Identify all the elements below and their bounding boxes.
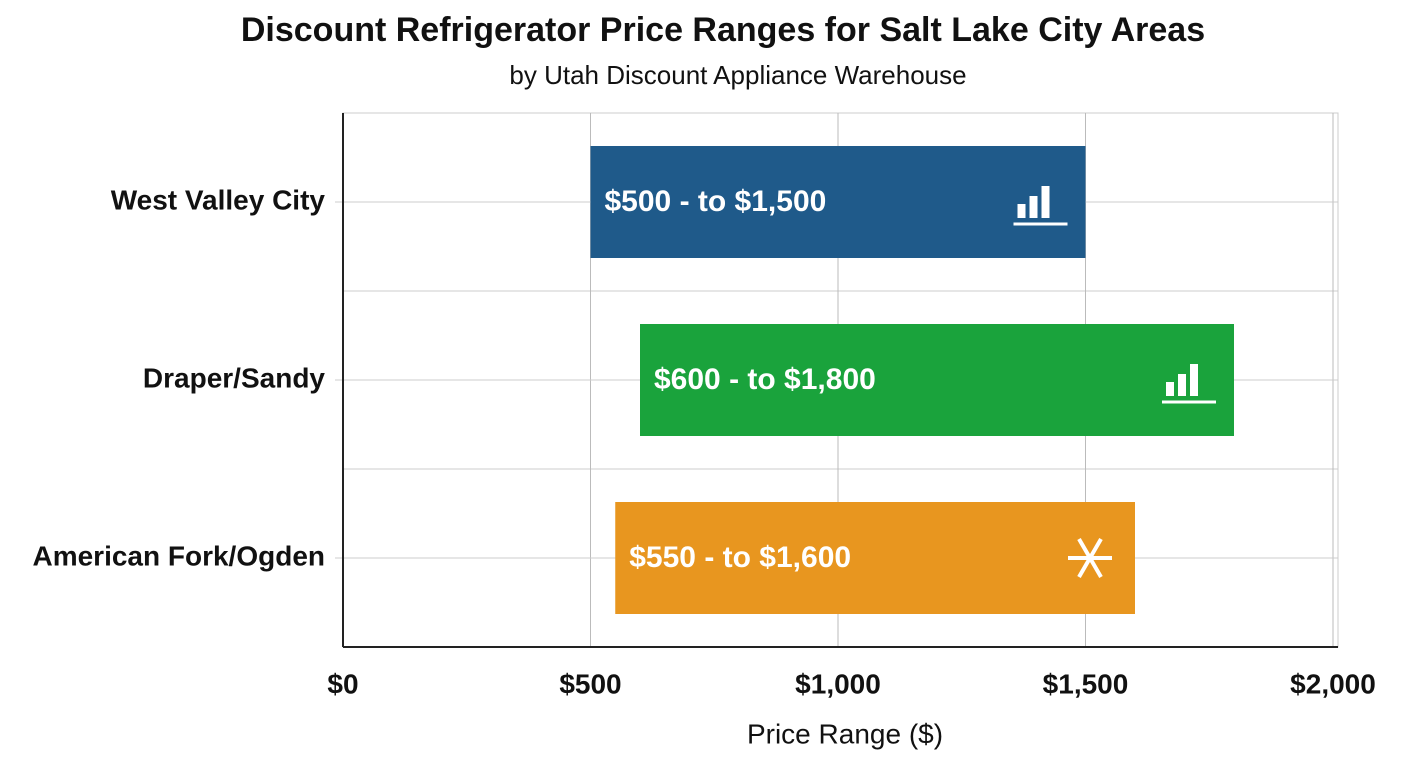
icon-bar [1190,364,1198,396]
bar [590,146,1086,258]
value-label: $600 - to $1,800 [654,363,876,396]
value-label: $550 - to $1,600 [629,541,851,574]
bar [615,502,1135,614]
y-tick-label: Draper/Sandy [143,362,325,393]
x-tick-label: $0 [327,668,358,699]
x-axis-label: Price Range ($) [747,718,943,749]
bar [640,324,1234,436]
x-tick-label: $1,500 [1043,668,1129,699]
value-label: $500 - to $1,500 [605,185,827,218]
snowflake-arm [1088,537,1103,560]
icon-bar [1029,196,1038,218]
snowflake-arm [1077,537,1092,560]
snowflake-arm [1077,556,1092,579]
icon-bar [1166,382,1174,396]
bar-icon [1013,186,1068,226]
icon-bar [1017,204,1026,218]
bar-icon [1068,537,1112,579]
icon-bar [1041,186,1050,218]
snowflake-arm [1088,556,1103,579]
x-tick-label: $2,000 [1290,668,1376,699]
chart-subtitle: by Utah Discount Appliance Warehouse [509,60,966,90]
y-tick-label: West Valley City [111,184,326,215]
chart-title: Discount Refrigerator Price Ranges for S… [241,11,1205,49]
x-tick-label: $500 [559,668,621,699]
y-tick-label: American Fork/Ogden [32,540,325,571]
icon-bar [1178,374,1186,396]
bar-icon [1162,364,1216,404]
x-tick-label: $1,000 [795,668,881,699]
